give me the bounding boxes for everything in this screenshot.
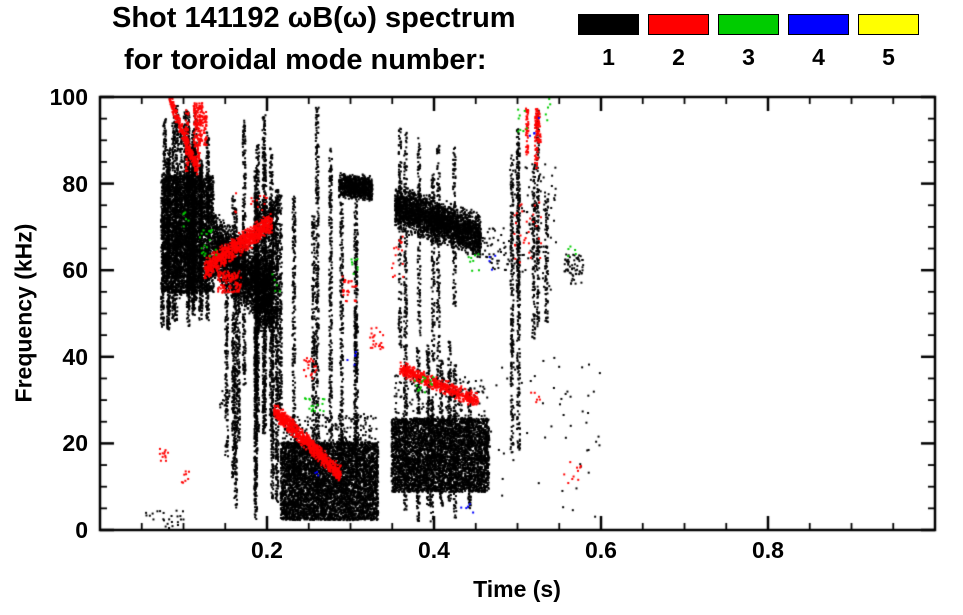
x-axis-label: Time (s)	[473, 576, 561, 602]
mode-legend: 1 2 3 4 5	[578, 14, 919, 71]
mode-5-number: 5	[882, 44, 895, 70]
x-tick-label: 0.8	[752, 537, 784, 563]
mode-4-number: 4	[812, 44, 825, 70]
y-tick-label: 100	[49, 84, 88, 110]
legend-item-mode-2: 2	[648, 14, 709, 71]
mode-5-color-swatch	[858, 14, 919, 35]
x-tick-label: 0.4	[418, 537, 450, 563]
y-tick-label: 60	[62, 257, 88, 284]
legend-item-mode-5: 5	[858, 14, 919, 71]
y-tick-label: 80	[62, 170, 88, 197]
mode-2-number: 2	[672, 44, 685, 70]
mode-1-number: 1	[602, 44, 615, 70]
legend-item-mode-1: 1	[578, 14, 639, 71]
legend-item-mode-4: 4	[788, 14, 849, 71]
legend-item-mode-3: 3	[718, 14, 779, 71]
mode-3-color-swatch	[718, 14, 779, 35]
chart-title: Shot 141192 ωB(ω) spectrum	[112, 2, 516, 34]
y-tick-label: 0	[75, 517, 88, 543]
chart-subtitle: for toroidal mode number:	[124, 44, 487, 76]
mode-2-color-swatch	[648, 14, 709, 35]
y-tick-label: 40	[62, 343, 88, 370]
y-tick-label: 20	[62, 430, 88, 457]
mode-1-color-swatch	[578, 14, 639, 35]
mode-3-number: 3	[742, 44, 755, 70]
x-tick-label: 0.6	[585, 537, 617, 563]
y-axis-label: Frequency (kHz)	[10, 223, 37, 403]
mode-4-color-swatch	[788, 14, 849, 35]
x-tick-label: 0.2	[251, 537, 283, 563]
